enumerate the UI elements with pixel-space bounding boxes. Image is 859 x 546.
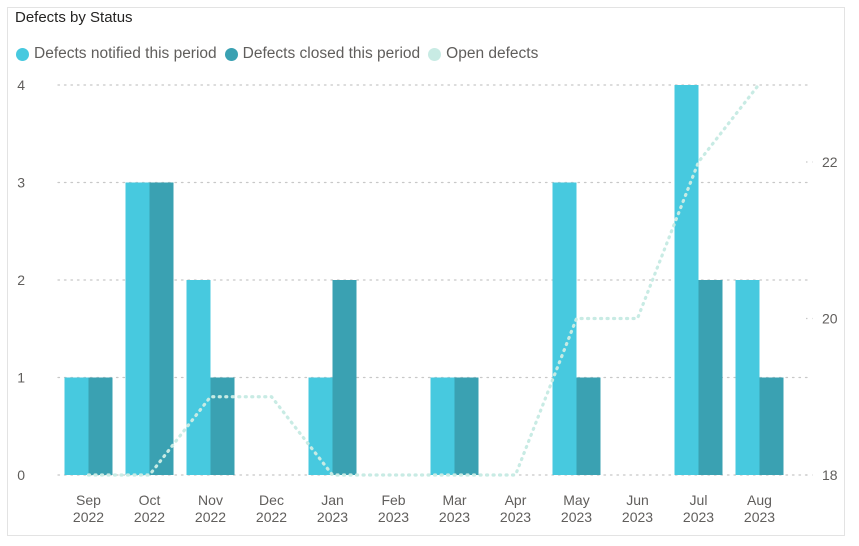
x-tick-label-month: Mar xyxy=(442,492,466,508)
x-tick-label-year: 2022 xyxy=(134,509,165,525)
x-tick-label-month: Oct xyxy=(139,492,161,508)
bar-closed xyxy=(210,377,235,475)
bar-closed xyxy=(88,377,113,475)
chart-title: Defects by Status xyxy=(15,9,133,26)
y-right-tick-label: 22 xyxy=(822,154,838,170)
bar-notified xyxy=(735,280,760,475)
bar-closed xyxy=(759,377,784,475)
bar-notified xyxy=(64,377,89,475)
bar-closed xyxy=(149,182,174,475)
x-tick-label-month: Dec xyxy=(259,492,284,508)
x-tick-label-month: Jul xyxy=(690,492,708,508)
bar-notified xyxy=(552,182,577,475)
x-tick-label-month: Feb xyxy=(381,492,405,508)
x-tick-label-month: Nov xyxy=(198,492,223,508)
bar-notified xyxy=(125,182,150,475)
bar-closed xyxy=(332,280,357,475)
x-tick-label-year: 2023 xyxy=(683,509,714,525)
x-tick-label-year: 2023 xyxy=(561,509,592,525)
x-tick-label-year: 2023 xyxy=(439,509,470,525)
legend-marker-notified xyxy=(16,47,29,61)
x-tick-label-year: 2023 xyxy=(622,509,653,525)
chart-legend: Defects notified this period Defects clo… xyxy=(16,44,546,64)
legend-label-closed: Defects closed this period xyxy=(242,45,421,62)
bar-notified xyxy=(674,85,699,475)
legend-marker-closed xyxy=(224,47,238,61)
x-tick-label-year: 2023 xyxy=(500,509,531,525)
open-defects-line xyxy=(86,82,762,477)
legend-label-notified: Defects notified this period xyxy=(34,45,217,62)
x-tick-label-year: 2023 xyxy=(378,509,409,525)
x-tick-label-year: 2022 xyxy=(256,509,287,525)
x-tick-label-year: 2022 xyxy=(73,509,104,525)
y-left-tick-label: 4 xyxy=(17,77,25,93)
x-tick-label-year: 2022 xyxy=(195,509,226,525)
x-tick-label-month: May xyxy=(563,492,589,508)
legend-label-open: Open defects xyxy=(446,45,539,62)
x-tick-label-month: Sep xyxy=(76,492,101,508)
legend-item-closed[interactable]: Defects closed this period xyxy=(224,45,421,63)
x-tick-label-month: Jan xyxy=(321,492,344,508)
bar-closed xyxy=(454,377,479,475)
bar-notified xyxy=(430,377,455,475)
bar-closed xyxy=(698,280,723,475)
legend-item-open[interactable]: Open defects xyxy=(428,45,538,63)
bar-notified xyxy=(186,280,211,475)
y-left-tick-label: 2 xyxy=(17,272,25,288)
x-tick-label-year: 2023 xyxy=(317,509,348,525)
legend-marker-open xyxy=(428,47,442,61)
y-right-tick-label: 18 xyxy=(822,467,838,483)
x-tick-label-month: Jun xyxy=(626,492,649,508)
x-tick-label-month: Apr xyxy=(505,492,527,508)
x-tick-label-month: Aug xyxy=(747,492,772,508)
y-right-tick-label: 20 xyxy=(822,311,838,327)
x-tick-label-year: 2023 xyxy=(744,509,775,525)
legend-item-notified[interactable]: Defects notified this period xyxy=(16,45,217,63)
bar-closed xyxy=(576,377,601,475)
y-left-tick-label: 0 xyxy=(17,467,25,483)
y-left-tick-label: 1 xyxy=(17,370,25,386)
y-left-tick-label: 3 xyxy=(17,175,25,191)
